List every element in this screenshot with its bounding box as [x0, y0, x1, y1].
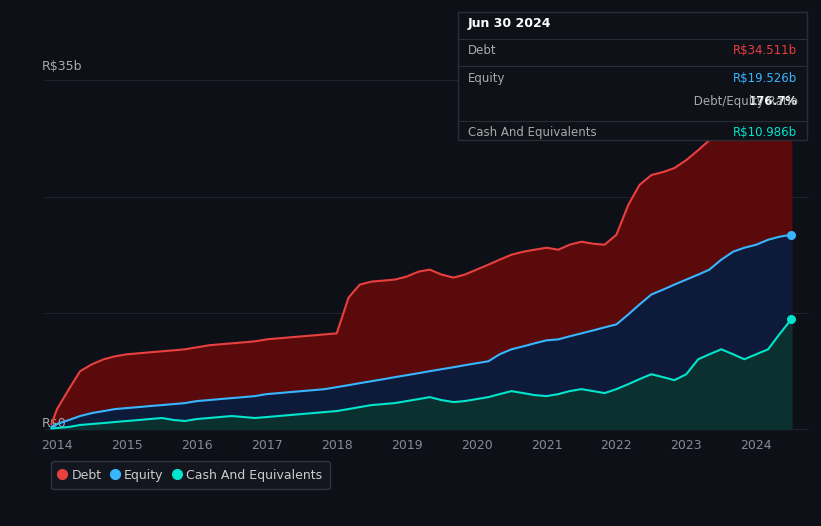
- Text: Cash And Equivalents: Cash And Equivalents: [468, 126, 597, 139]
- Text: 176.7%: 176.7%: [748, 95, 797, 108]
- Point: [785, 315, 798, 323]
- Point: [785, 230, 798, 239]
- Text: Debt: Debt: [468, 44, 497, 57]
- Text: R$19.526b: R$19.526b: [733, 72, 797, 85]
- Legend: Debt, Equity, Cash And Equivalents: Debt, Equity, Cash And Equivalents: [52, 461, 330, 489]
- Text: R$10.986b: R$10.986b: [733, 126, 797, 139]
- Text: Jun 30 2024: Jun 30 2024: [468, 17, 552, 30]
- Text: R$35b: R$35b: [41, 60, 82, 74]
- Text: Debt/Equity Ratio: Debt/Equity Ratio: [690, 95, 798, 108]
- Text: R$0: R$0: [41, 417, 66, 430]
- Text: Equity: Equity: [468, 72, 506, 85]
- Text: R$34.511b: R$34.511b: [733, 44, 797, 57]
- Point: [785, 81, 798, 89]
